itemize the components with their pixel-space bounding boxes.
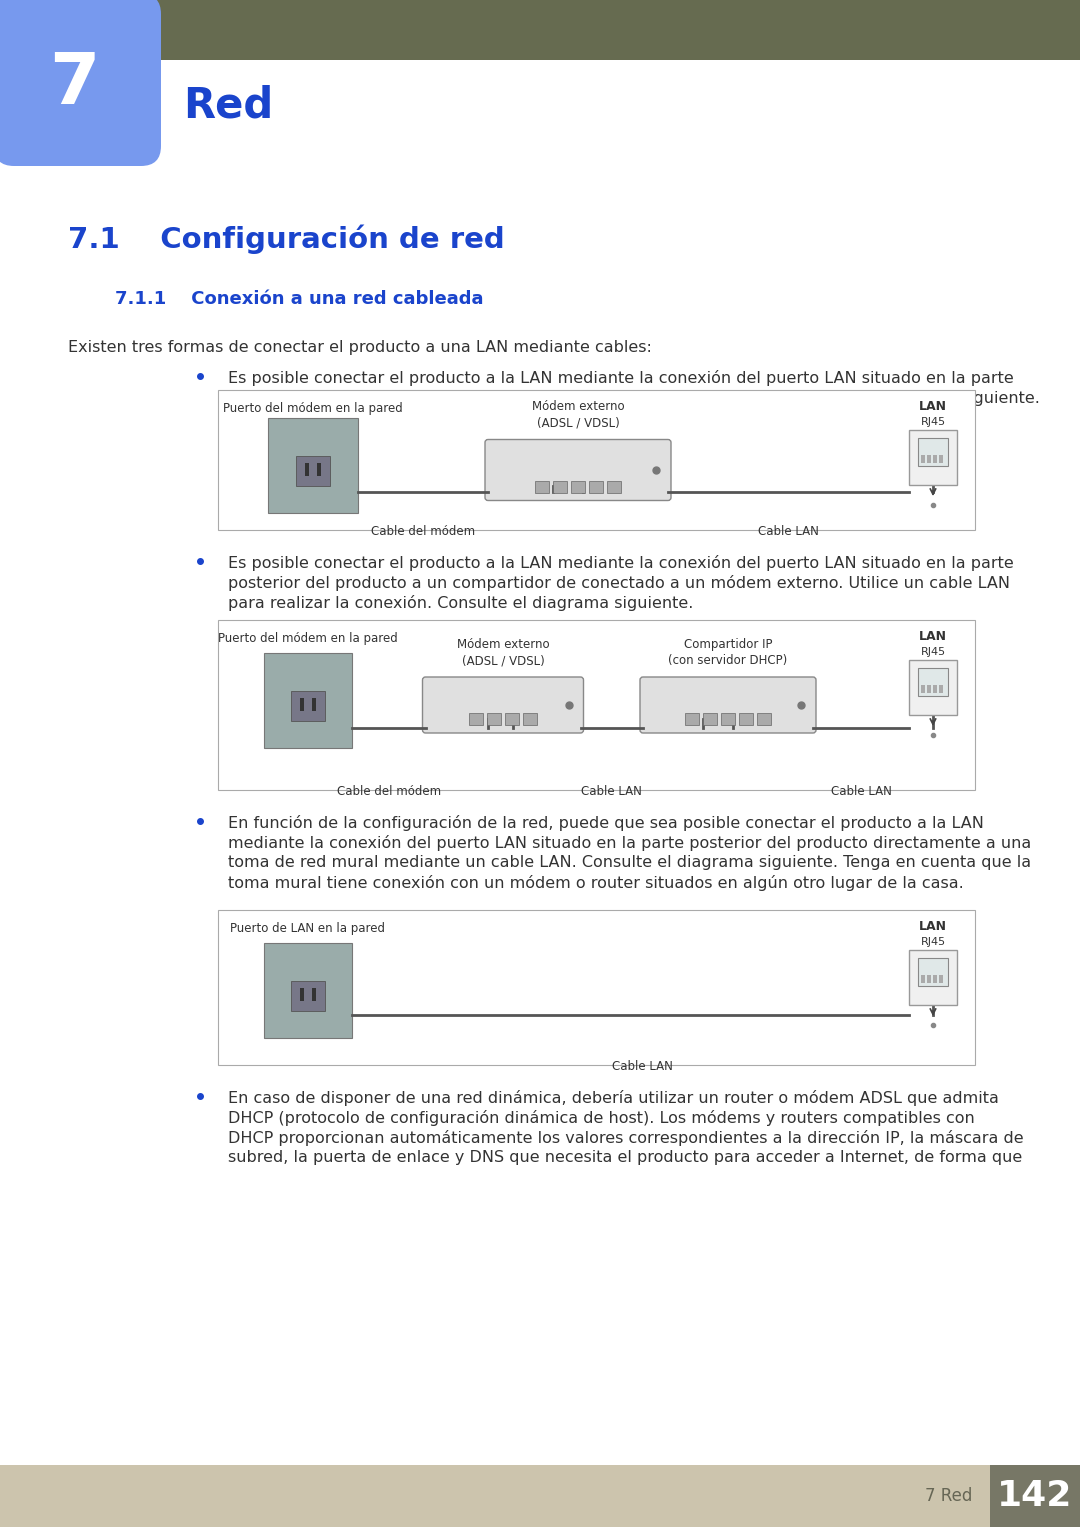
Text: LAN: LAN <box>919 919 947 933</box>
Bar <box>300 698 303 710</box>
Text: Cable LAN: Cable LAN <box>612 1060 673 1073</box>
Text: Puerto del módem en la pared: Puerto del módem en la pared <box>224 402 403 415</box>
Text: Cable del módem: Cable del módem <box>337 785 441 799</box>
Text: Existen tres formas de conectar el producto a una LAN mediante cables:: Existen tres formas de conectar el produ… <box>68 341 652 354</box>
Bar <box>927 686 931 693</box>
Text: RJ45: RJ45 <box>920 417 946 428</box>
Bar <box>933 455 937 463</box>
Text: 7.1    Configuración de red: 7.1 Configuración de red <box>68 224 504 255</box>
Bar <box>927 976 931 983</box>
Text: Cable del módem: Cable del módem <box>370 525 475 538</box>
Text: Módem externo
(ADSL / VDSL): Módem externo (ADSL / VDSL) <box>531 400 624 429</box>
Text: Es posible conectar el producto a la LAN mediante la conexión del puerto LAN sit: Es posible conectar el producto a la LAN… <box>228 370 1014 386</box>
Text: subred, la puerta de enlace y DNS que necesita el producto para acceder a Intern: subred, la puerta de enlace y DNS que ne… <box>228 1150 1023 1165</box>
Bar <box>918 667 948 696</box>
Bar <box>535 481 549 493</box>
Bar <box>990 1464 1080 1527</box>
Bar <box>918 957 948 986</box>
Bar <box>939 686 943 693</box>
FancyBboxPatch shape <box>485 440 671 501</box>
Bar <box>296 457 330 486</box>
Bar <box>921 976 924 983</box>
Text: Módem externo
(ADSL / VDSL): Módem externo (ADSL / VDSL) <box>457 638 550 667</box>
Bar <box>607 481 621 493</box>
FancyBboxPatch shape <box>422 676 583 733</box>
Text: LAN: LAN <box>919 400 947 412</box>
Bar <box>589 481 603 493</box>
Bar <box>268 417 357 513</box>
Bar <box>218 389 975 530</box>
Bar <box>909 660 957 715</box>
Bar <box>0 1464 1080 1527</box>
Text: Puerto de LAN en la pared: Puerto de LAN en la pared <box>230 922 386 935</box>
Bar <box>469 713 483 725</box>
Text: Cable LAN: Cable LAN <box>831 785 891 799</box>
Bar <box>300 988 303 1000</box>
Text: LAN: LAN <box>919 631 947 643</box>
Bar <box>921 686 924 693</box>
Bar <box>264 652 352 748</box>
Bar <box>739 713 753 725</box>
Bar <box>305 464 309 475</box>
Bar <box>933 686 937 693</box>
Bar <box>264 942 352 1037</box>
Text: Red: Red <box>183 84 273 127</box>
Bar <box>933 976 937 983</box>
Text: Cable LAN: Cable LAN <box>758 525 819 538</box>
FancyBboxPatch shape <box>640 676 816 733</box>
Bar <box>685 713 699 725</box>
Bar <box>927 455 931 463</box>
Text: Compartidor IP
(con servidor DHCP): Compartidor IP (con servidor DHCP) <box>669 638 787 667</box>
Bar <box>909 431 957 486</box>
Text: toma mural tiene conexión con un módem o router situados en algún otro lugar de : toma mural tiene conexión con un módem o… <box>228 875 963 890</box>
Text: posterior del producto a un módem externo mediante un cable LAN. Consulte el dia: posterior del producto a un módem extern… <box>228 389 1040 406</box>
Bar <box>487 713 501 725</box>
Text: toma de red mural mediante un cable LAN. Consulte el diagrama siguiente. Tenga e: toma de red mural mediante un cable LAN.… <box>228 855 1031 870</box>
Bar <box>721 713 735 725</box>
Text: para realizar la conexión. Consulte el diagrama siguiente.: para realizar la conexión. Consulte el d… <box>228 596 693 611</box>
Text: mediante la conexión del puerto LAN situado en la parte posterior del producto d: mediante la conexión del puerto LAN situ… <box>228 835 1031 851</box>
Text: 142: 142 <box>997 1480 1072 1513</box>
Bar <box>909 950 957 1005</box>
Text: 7.1.1    Conexión a una red cableada: 7.1.1 Conexión a una red cableada <box>114 290 484 308</box>
Bar <box>921 455 924 463</box>
Text: Es posible conectar el producto a la LAN mediante la conexión del puerto LAN sit: Es posible conectar el producto a la LAN… <box>228 554 1014 571</box>
Bar <box>312 988 316 1000</box>
Bar <box>918 438 948 466</box>
Text: RJ45: RJ45 <box>920 647 946 657</box>
Bar <box>939 976 943 983</box>
Bar <box>703 713 717 725</box>
Text: Puerto del módem en la pared: Puerto del módem en la pared <box>218 632 397 644</box>
Bar <box>0 0 1080 60</box>
Text: RJ45: RJ45 <box>920 938 946 947</box>
Text: DHCP (protocolo de configuración dinámica de host). Los módems y routers compati: DHCP (protocolo de configuración dinámic… <box>228 1110 975 1125</box>
Bar <box>571 481 585 493</box>
Text: En caso de disponer de una red dinámica, debería utilizar un router o módem ADSL: En caso de disponer de una red dinámica,… <box>228 1090 999 1106</box>
Text: 7: 7 <box>50 50 99 119</box>
Bar <box>218 910 975 1064</box>
Bar <box>523 713 537 725</box>
Text: DHCP proporcionan automáticamente los valores correspondientes a la dirección IP: DHCP proporcionan automáticamente los va… <box>228 1130 1024 1145</box>
Bar <box>757 713 771 725</box>
FancyBboxPatch shape <box>0 0 161 166</box>
Bar <box>292 980 325 1011</box>
Text: posterior del producto a un compartidor de conectado a un módem externo. Utilice: posterior del producto a un compartidor … <box>228 576 1010 591</box>
Text: 7 Red: 7 Red <box>924 1487 972 1506</box>
Bar <box>292 690 325 721</box>
Bar <box>553 481 567 493</box>
Text: En función de la configuración de la red, puede que sea posible conectar el prod: En función de la configuración de la red… <box>228 815 984 831</box>
Bar <box>312 698 316 710</box>
Bar <box>505 713 519 725</box>
Bar <box>318 464 321 475</box>
Text: Cable LAN: Cable LAN <box>581 785 643 799</box>
Bar <box>218 620 975 789</box>
Bar <box>939 455 943 463</box>
